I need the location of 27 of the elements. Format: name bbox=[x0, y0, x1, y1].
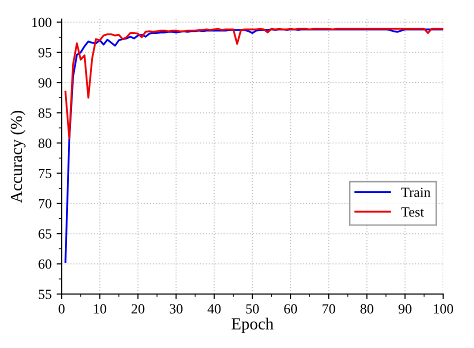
x-tick-label: 20 bbox=[132, 304, 144, 314]
x-axis-title: Epoch bbox=[232, 318, 274, 333]
line-series bbox=[64, 28, 444, 263]
y-tick-label: 55 bbox=[38, 290, 52, 300]
y-tick-label: 85 bbox=[38, 108, 52, 118]
x-tick-label: 90 bbox=[398, 304, 412, 314]
y-tick-label: 75 bbox=[38, 168, 52, 178]
x-tick-label: 30 bbox=[170, 304, 183, 314]
y-tick-label: 90 bbox=[38, 78, 52, 88]
x-tick-label: 80 bbox=[360, 304, 374, 314]
y-tick-label: 80 bbox=[38, 138, 52, 148]
y-tick-label: 95 bbox=[38, 48, 52, 58]
legend-label: Test bbox=[401, 207, 424, 217]
line-series bbox=[64, 28, 444, 140]
y-tick-label: 100 bbox=[32, 18, 52, 28]
x-tick-label: 70 bbox=[322, 304, 336, 314]
y-tick-label: 70 bbox=[38, 199, 52, 208]
x-tick-label: 60 bbox=[284, 304, 297, 314]
x-tick-label: 100 bbox=[434, 304, 454, 314]
y-axis-title: Accuracy (%) bbox=[10, 110, 26, 203]
legend-label: Train bbox=[401, 188, 430, 198]
x-tick-label: 50 bbox=[246, 304, 259, 314]
x-tick-label: 10 bbox=[94, 304, 106, 314]
y-tick-label: 65 bbox=[38, 229, 52, 239]
x-tick-label: 0 bbox=[58, 304, 65, 314]
x-tick-label: 40 bbox=[208, 304, 221, 314]
y-tick-label: 60 bbox=[38, 259, 52, 269]
